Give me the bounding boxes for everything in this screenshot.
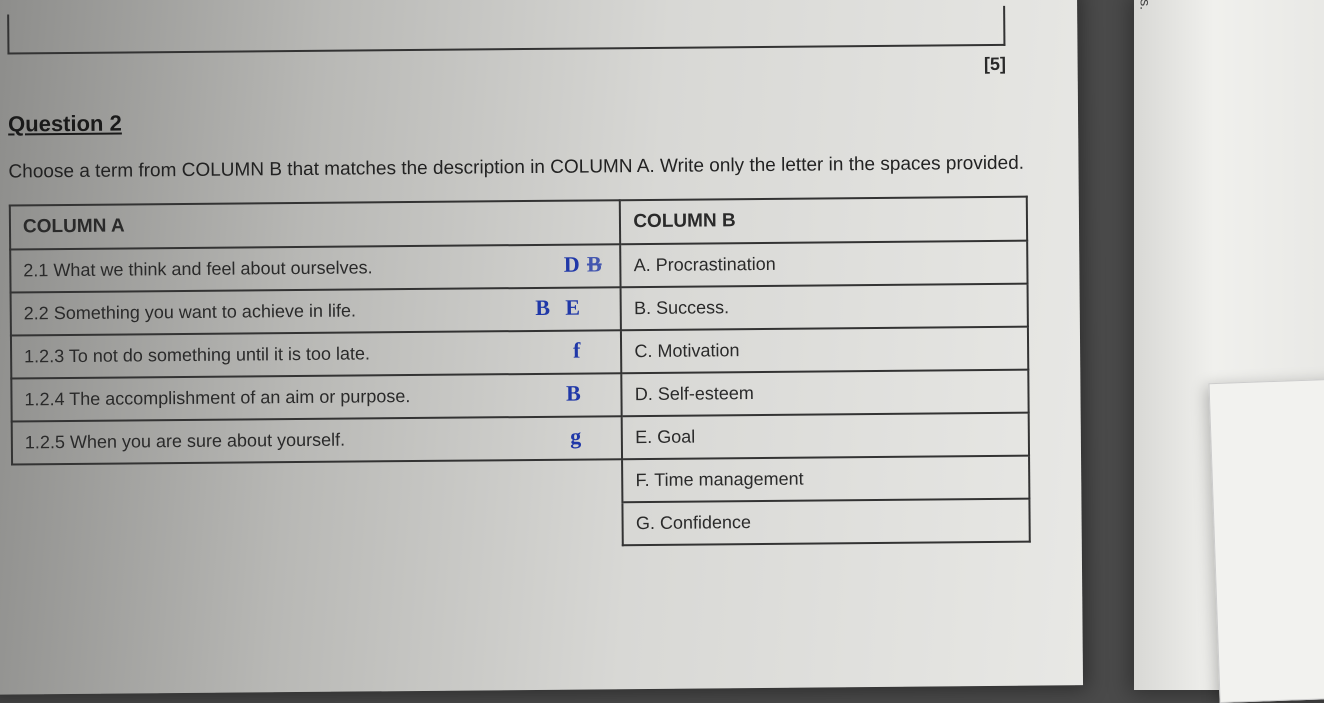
cell-a: 1.2.4 The accomplishment of an aim or pu… [11, 373, 622, 421]
cell-b: C. Motivation [621, 326, 1028, 373]
side-line: mes from insid [1115, 0, 1136, 10]
handwritten-answer: g [570, 423, 581, 449]
desc-text: 1.2.4 The accomplishment of an aim or pu… [24, 386, 410, 409]
question-instruction: Choose a term from COLUMN B that matches… [8, 150, 1048, 186]
worksheet-page: [5] Question 2 Choose a term from COLUMN… [0, 0, 1083, 695]
handwritten-answer: B [535, 294, 550, 320]
side-line: nd external motivation is think about it… [1136, 0, 1157, 10]
matching-table: COLUMN A COLUMN B 2.1 What we think and … [9, 195, 1031, 551]
cell-b: G. Confidence [623, 498, 1030, 545]
handwritten-answer: B [566, 380, 581, 406]
question-title: Question 2 [8, 102, 1048, 137]
handwritten-answer: D [564, 251, 580, 277]
cell-a-empty [12, 459, 623, 507]
answer-box-prev [7, 6, 1006, 55]
cell-b: F. Time management [622, 455, 1029, 502]
header-column-a: COLUMN A [10, 200, 621, 249]
marks-label: [5] [8, 54, 1007, 84]
side-heading: al Motivation [1157, 0, 1180, 10]
desc-text: 1.2.5 When you are sure about yourself. [25, 429, 345, 452]
header-column-b: COLUMN B [620, 196, 1027, 244]
cell-a: 2.1 What we think and feel about ourselv… [10, 244, 621, 292]
cell-b: D. Self-esteem [622, 369, 1029, 416]
cell-a-empty [12, 502, 623, 550]
handwritten-strikeout: B [587, 251, 602, 277]
background-page-corner [1208, 377, 1324, 703]
table-row: G. Confidence [12, 498, 1030, 550]
cell-b: E. Goal [622, 412, 1029, 459]
cell-b: A. Procrastination [620, 240, 1027, 287]
adjacent-page-text: al Motivation nd external motivation is … [1115, 0, 1180, 10]
cell-a: 1.2.3 To not do something until it is to… [11, 330, 622, 378]
handwritten-answer: f [573, 337, 581, 363]
cell-b: B. Success. [621, 283, 1028, 330]
cell-a: 1.2.5 When you are sure about yourself. … [12, 416, 623, 464]
desc-text: 1.2.3 To not do something until it is to… [24, 343, 370, 366]
handwritten-answer-2: E [565, 294, 580, 320]
desc-text: 2.1 What we think and feel about ourselv… [23, 257, 372, 280]
cell-a: 2.2 Something you want to achieve in lif… [11, 287, 622, 335]
desc-text: 2.2 Something you want to achieve in lif… [24, 300, 356, 323]
